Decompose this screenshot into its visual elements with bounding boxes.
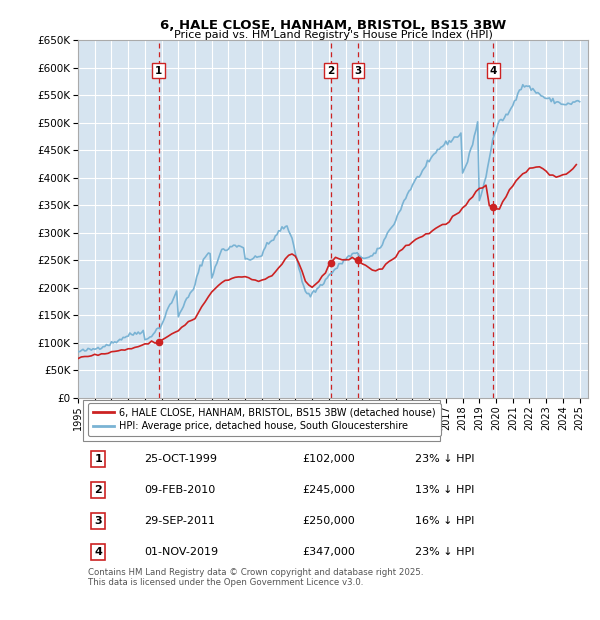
- Legend: 6, HALE CLOSE, HANHAM, BRISTOL, BS15 3BW (detached house), HPI: Average price, d: 6, HALE CLOSE, HANHAM, BRISTOL, BS15 3BW…: [88, 402, 440, 436]
- Text: 16% ↓ HPI: 16% ↓ HPI: [415, 516, 474, 526]
- Text: £347,000: £347,000: [302, 547, 355, 557]
- Text: 4: 4: [94, 547, 103, 557]
- Text: 13% ↓ HPI: 13% ↓ HPI: [415, 485, 474, 495]
- Text: 01-NOV-2019: 01-NOV-2019: [145, 547, 218, 557]
- Text: 1: 1: [155, 66, 162, 76]
- Text: 23% ↓ HPI: 23% ↓ HPI: [415, 454, 474, 464]
- Text: £245,000: £245,000: [302, 485, 355, 495]
- Text: 1: 1: [95, 454, 102, 464]
- Text: 09-FEB-2010: 09-FEB-2010: [145, 485, 215, 495]
- Text: £102,000: £102,000: [302, 454, 355, 464]
- Text: 2: 2: [327, 66, 334, 76]
- Text: Contains HM Land Registry data © Crown copyright and database right 2025.
This d: Contains HM Land Registry data © Crown c…: [88, 568, 424, 587]
- FancyBboxPatch shape: [83, 400, 440, 441]
- Text: 3: 3: [95, 516, 102, 526]
- Text: 23% ↓ HPI: 23% ↓ HPI: [415, 547, 474, 557]
- Text: £250,000: £250,000: [302, 516, 355, 526]
- Text: Price paid vs. HM Land Registry's House Price Index (HPI): Price paid vs. HM Land Registry's House …: [173, 30, 493, 40]
- Text: 6, HALE CLOSE, HANHAM, BRISTOL, BS15 3BW: 6, HALE CLOSE, HANHAM, BRISTOL, BS15 3BW: [160, 19, 506, 32]
- Text: 25-OCT-1999: 25-OCT-1999: [145, 454, 217, 464]
- Text: 3: 3: [355, 66, 362, 76]
- Text: 29-SEP-2011: 29-SEP-2011: [145, 516, 215, 526]
- Text: 4: 4: [490, 66, 497, 76]
- Text: 2: 2: [95, 485, 102, 495]
